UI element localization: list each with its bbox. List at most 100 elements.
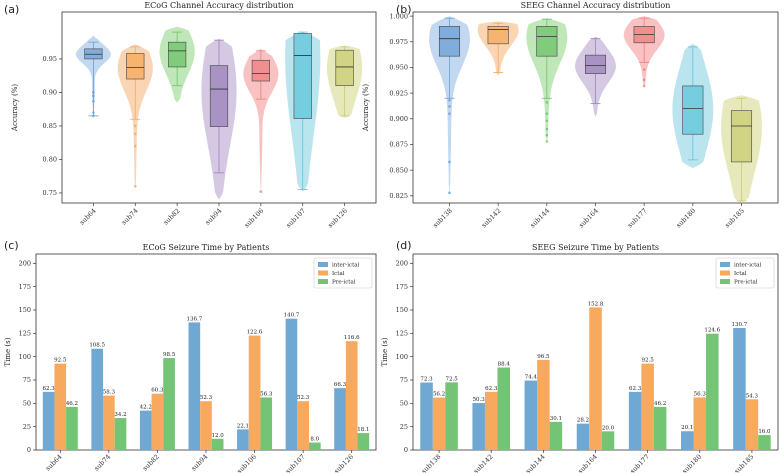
seeg-accuracy-chart: (b) 0.825 0.850 0.875 0.900 0.925 0.950 0.975 1.… [362, 1, 779, 230]
bar-value-label: 62.3 [629, 386, 642, 392]
y-tick-label: 50 [23, 400, 31, 408]
bar [114, 418, 127, 450]
bar-value-label: 130.7 [732, 322, 748, 328]
bar-value-label: 96.5 [537, 354, 550, 360]
outlier-point [642, 68, 646, 71]
box [168, 41, 187, 68]
bar-value-label: 42.2 [140, 405, 152, 411]
ecog-accuracy-chart: (a) 0.75 0.80 0.85 0.90 0.95 ECoG Channel Accu… [4, 1, 377, 230]
bar [472, 403, 485, 450]
y-tick-label: 0.90 [43, 89, 57, 97]
x-tick-label: sub138 [420, 453, 443, 473]
box [584, 54, 607, 74]
x-tick-label: sub177 [626, 207, 649, 230]
bar [188, 322, 201, 450]
y-tick-label: 25 [400, 423, 408, 431]
x-tick-label: sub74 [92, 453, 112, 473]
x-tick-label: sub82 [141, 453, 161, 473]
x-tick-label: sub142 [480, 207, 503, 230]
outlier-point [448, 191, 451, 195]
bar [745, 399, 759, 450]
box [438, 26, 461, 57]
legend-swatch [720, 270, 730, 276]
y-tick-label: 175 [19, 283, 31, 291]
legend-swatch [720, 262, 730, 267]
bar-value-label: 124.6 [704, 328, 720, 334]
outlier-point [92, 94, 95, 98]
bar-value-label: 16.0 [758, 429, 771, 435]
bar [66, 406, 78, 450]
outlier-point [448, 105, 451, 108]
bar-value-label: 98.5 [163, 352, 176, 358]
bar-value-label: 8.0 [310, 437, 319, 443]
bar [653, 406, 667, 450]
bar [151, 393, 164, 450]
x-tick-label: sub185 [733, 453, 756, 473]
bar [758, 435, 771, 450]
bar-value-label: 28.2 [577, 418, 589, 424]
bar-value-label: 74.4 [525, 375, 538, 381]
bar [248, 335, 261, 450]
x-tick-label: sub177 [628, 453, 651, 473]
bar [589, 307, 602, 450]
bar [357, 433, 370, 450]
bar [260, 397, 273, 450]
bar-3-title: SEEG Seizure Time by Patients [532, 243, 659, 252]
outlier-point [259, 190, 263, 193]
bar [601, 431, 615, 450]
bar-value-label: 136.7 [186, 316, 202, 322]
bar-value-label: 56.3 [260, 391, 273, 397]
y-tick-label: 75 [23, 376, 31, 384]
bar [297, 401, 309, 450]
bar-value-label: 34.2 [114, 412, 126, 418]
x-tick-label: sub142 [472, 453, 495, 473]
y-tick-label: 0.900 [389, 115, 408, 123]
violin-body [243, 48, 279, 193]
bar [211, 438, 224, 450]
y-tick-label: 200 [396, 260, 408, 268]
x-tick-label: sub144 [529, 207, 552, 230]
bar [432, 397, 446, 450]
legend-entry: Ictal [332, 271, 345, 277]
legend-box [313, 257, 373, 289]
ecog-seizure-time-chart: (c) 0 25 50 75 100 125 150 175 200 ECoG Seizure Ti… [4, 239, 377, 473]
y-tick-label: 0.950 [389, 64, 408, 72]
y-tick-label: 0 [404, 446, 408, 454]
violin-body [429, 16, 470, 193]
panel-label: (c) [4, 239, 19, 252]
legend-swatch [318, 279, 328, 284]
bar [693, 397, 707, 450]
y-tick-label: 0.85 [43, 122, 57, 130]
bar-value-label: 20.1 [681, 425, 693, 431]
x-tick-label: sub180 [681, 453, 704, 473]
y-tick-label: 0.850 [389, 166, 408, 174]
x-tick-label: sub107 [284, 453, 307, 473]
box [487, 26, 509, 45]
bar-value-label: 62.3 [485, 386, 498, 392]
outlier-point [545, 112, 549, 115]
violin-1-ylabel: Accuracy (%) [362, 84, 370, 132]
y-tick-label: 25 [23, 423, 31, 431]
bar [200, 401, 212, 450]
box [682, 85, 704, 135]
outlier-point [92, 111, 95, 114]
bar [641, 363, 654, 450]
outlier-point [133, 144, 137, 148]
outlier-point [545, 127, 549, 131]
bar [103, 395, 115, 450]
bar [628, 391, 642, 450]
y-tick-label: 125 [19, 330, 31, 338]
bar-value-label: 72.3 [420, 377, 433, 383]
bar [163, 358, 175, 450]
bar-value-label: 72.5 [445, 376, 458, 382]
outlier-point [448, 99, 451, 102]
bar-value-label: 122.6 [247, 330, 263, 336]
legend-entry: inter-ictal [332, 263, 360, 269]
x-tick-label: sub107 [284, 207, 307, 230]
bar [334, 388, 346, 450]
bar-value-label: 50.3 [473, 397, 486, 403]
bar [139, 410, 152, 450]
y-tick-label: 50 [400, 400, 408, 408]
bar-value-label: 52.3 [297, 395, 310, 401]
